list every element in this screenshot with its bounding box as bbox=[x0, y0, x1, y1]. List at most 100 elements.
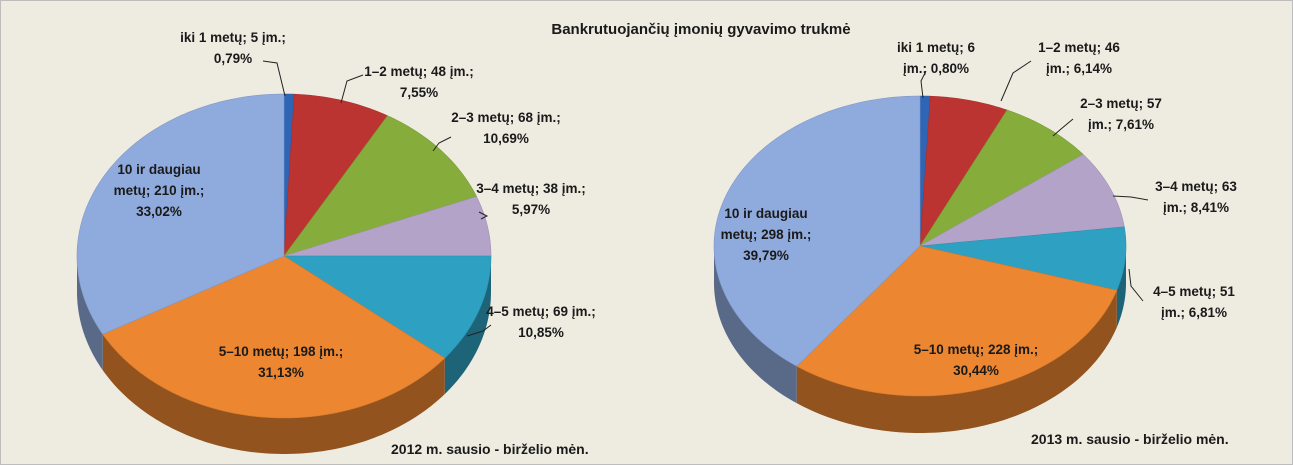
unit: įm. bbox=[1162, 200, 1183, 215]
unit: įm. bbox=[536, 110, 557, 125]
slice bbox=[282, 255, 492, 359]
pie-subtitle: 2013 m. sausio - birželio mėn. bbox=[1031, 431, 1229, 447]
count-value: 210 bbox=[154, 183, 177, 198]
percent-label: 31,13% bbox=[258, 365, 304, 380]
count-value: 51 bbox=[1219, 284, 1235, 299]
unit: įm. bbox=[261, 30, 282, 45]
category-name: 1–2 metų bbox=[1038, 40, 1097, 55]
slice bbox=[919, 95, 1008, 247]
data-label: 5–10 metų; 228 įm.; 30,44% bbox=[913, 342, 1039, 378]
data-label: 3–4 metų; 63 įm.; 8,41% bbox=[1155, 179, 1237, 215]
percent-label: 33,02% bbox=[136, 204, 182, 219]
unit: įm. bbox=[1087, 117, 1108, 132]
count-value: 57 bbox=[1146, 96, 1162, 111]
percent-label: 6,14% bbox=[1073, 61, 1113, 76]
percent-label: 7,61% bbox=[1115, 117, 1155, 132]
leader-line bbox=[1128, 268, 1144, 302]
category-name: iki 1 metų bbox=[180, 30, 243, 45]
data-label: 5–10 metų; 198 įm.; 31,13% bbox=[218, 344, 344, 380]
count-value: 68 bbox=[517, 110, 534, 125]
slice-side bbox=[714, 246, 797, 404]
unit: įm. bbox=[449, 64, 470, 79]
count-value: 198 bbox=[292, 344, 316, 359]
leader-line bbox=[1000, 60, 1032, 102]
unit: įm. bbox=[571, 304, 592, 319]
count-value: 5 bbox=[250, 30, 259, 45]
category-name: 10 ir daugiau metų bbox=[113, 162, 201, 198]
pie-subtitle: 2012 m. sausio - birželio mėn. bbox=[391, 441, 589, 457]
category-name: 4–5 metų bbox=[1153, 284, 1212, 299]
data-label: 2–3 metų; 68 įm.; 10,69% bbox=[451, 110, 561, 146]
unit: įm. bbox=[180, 183, 200, 198]
unit: įm. bbox=[1160, 305, 1181, 320]
slice bbox=[796, 245, 1118, 397]
unit: įm. bbox=[787, 227, 807, 242]
leader-line bbox=[432, 136, 452, 152]
data-label: 10 ir daugiau metų; 298 įm.; 39,79% bbox=[720, 206, 812, 263]
count-value: 228 bbox=[987, 342, 1011, 357]
category-name: 5–10 metų bbox=[218, 344, 285, 359]
data-label: 3–4 metų; 38 įm.; 5,97% bbox=[476, 181, 586, 217]
data-label: 2–3 metų; 57 įm.; 7,61% bbox=[1080, 96, 1162, 132]
leader-line bbox=[920, 70, 927, 99]
unit: įm. bbox=[561, 181, 582, 196]
slice-side bbox=[102, 334, 445, 454]
data-label: 1–2 metų; 46 įm.; 6,14% bbox=[1038, 40, 1120, 76]
leader-line bbox=[466, 324, 492, 337]
slice bbox=[283, 115, 478, 257]
percent-label: 39,79% bbox=[743, 248, 789, 263]
category-name: 3–4 metų bbox=[1155, 179, 1214, 194]
slice-side bbox=[796, 290, 1117, 433]
category-name: 5–10 metų bbox=[913, 342, 980, 357]
data-label: 10 ir daugiau metų; 210 įm.; 33,02% bbox=[113, 162, 205, 219]
unit: įm. bbox=[1045, 61, 1066, 76]
percent-label: 10,69% bbox=[483, 131, 529, 146]
count-value: 298 bbox=[761, 227, 784, 242]
category-name: 2–3 metų bbox=[1080, 96, 1139, 111]
percent-label: 5,97% bbox=[511, 202, 551, 217]
category-name: 1–2 metų bbox=[364, 64, 423, 79]
unit: įm. bbox=[902, 61, 923, 76]
percent-label: 7,55% bbox=[399, 85, 439, 100]
category-name: 3–4 metų bbox=[476, 181, 535, 196]
percent-label: 0,79% bbox=[213, 51, 253, 66]
count-value: 6 bbox=[967, 40, 976, 55]
slice-side bbox=[444, 256, 491, 395]
count-value: 48 bbox=[430, 64, 447, 79]
count-value: 38 bbox=[542, 181, 559, 196]
leader-line bbox=[478, 211, 489, 220]
data-label: 4–5 metų; 51 įm.; 6,81% bbox=[1153, 284, 1235, 320]
percent-label: 0,80% bbox=[930, 61, 970, 76]
category-name: 4–5 metų bbox=[486, 304, 545, 319]
leader-line bbox=[340, 74, 364, 104]
category-name: iki 1 metų bbox=[896, 40, 960, 55]
percent-label: 30,44% bbox=[953, 363, 999, 378]
count-value: 63 bbox=[1221, 179, 1237, 194]
unit: įm. bbox=[319, 344, 339, 359]
data-label: 1–2 metų; 48 įm.; 7,55% bbox=[364, 64, 474, 100]
percent-label: 8,41% bbox=[1190, 200, 1230, 215]
slice bbox=[919, 226, 1127, 291]
leader-line bbox=[262, 60, 286, 97]
leader-line bbox=[1112, 195, 1149, 201]
count-value: 46 bbox=[1104, 40, 1120, 55]
data-label: 4–5 metų; 69 įm.; 10,85% bbox=[486, 304, 596, 340]
slice-side bbox=[1116, 246, 1126, 328]
chart-title: Bankrutuojančių įmonių gyvavimo trukmė bbox=[551, 21, 851, 38]
slice bbox=[919, 109, 1084, 247]
slice bbox=[919, 154, 1125, 247]
slice bbox=[283, 196, 492, 257]
unit: įm. bbox=[1014, 342, 1034, 357]
leader-line bbox=[1052, 118, 1074, 137]
slice bbox=[102, 255, 446, 419]
slice bbox=[76, 93, 285, 335]
slice bbox=[713, 95, 921, 367]
slice-side bbox=[77, 256, 103, 371]
count-value: 69 bbox=[552, 304, 569, 319]
percent-label: 10,85% bbox=[518, 325, 564, 340]
category-name: 2–3 metų bbox=[451, 110, 510, 125]
category-name: 10 ir daugiau metų bbox=[720, 206, 808, 242]
slice bbox=[283, 93, 388, 257]
